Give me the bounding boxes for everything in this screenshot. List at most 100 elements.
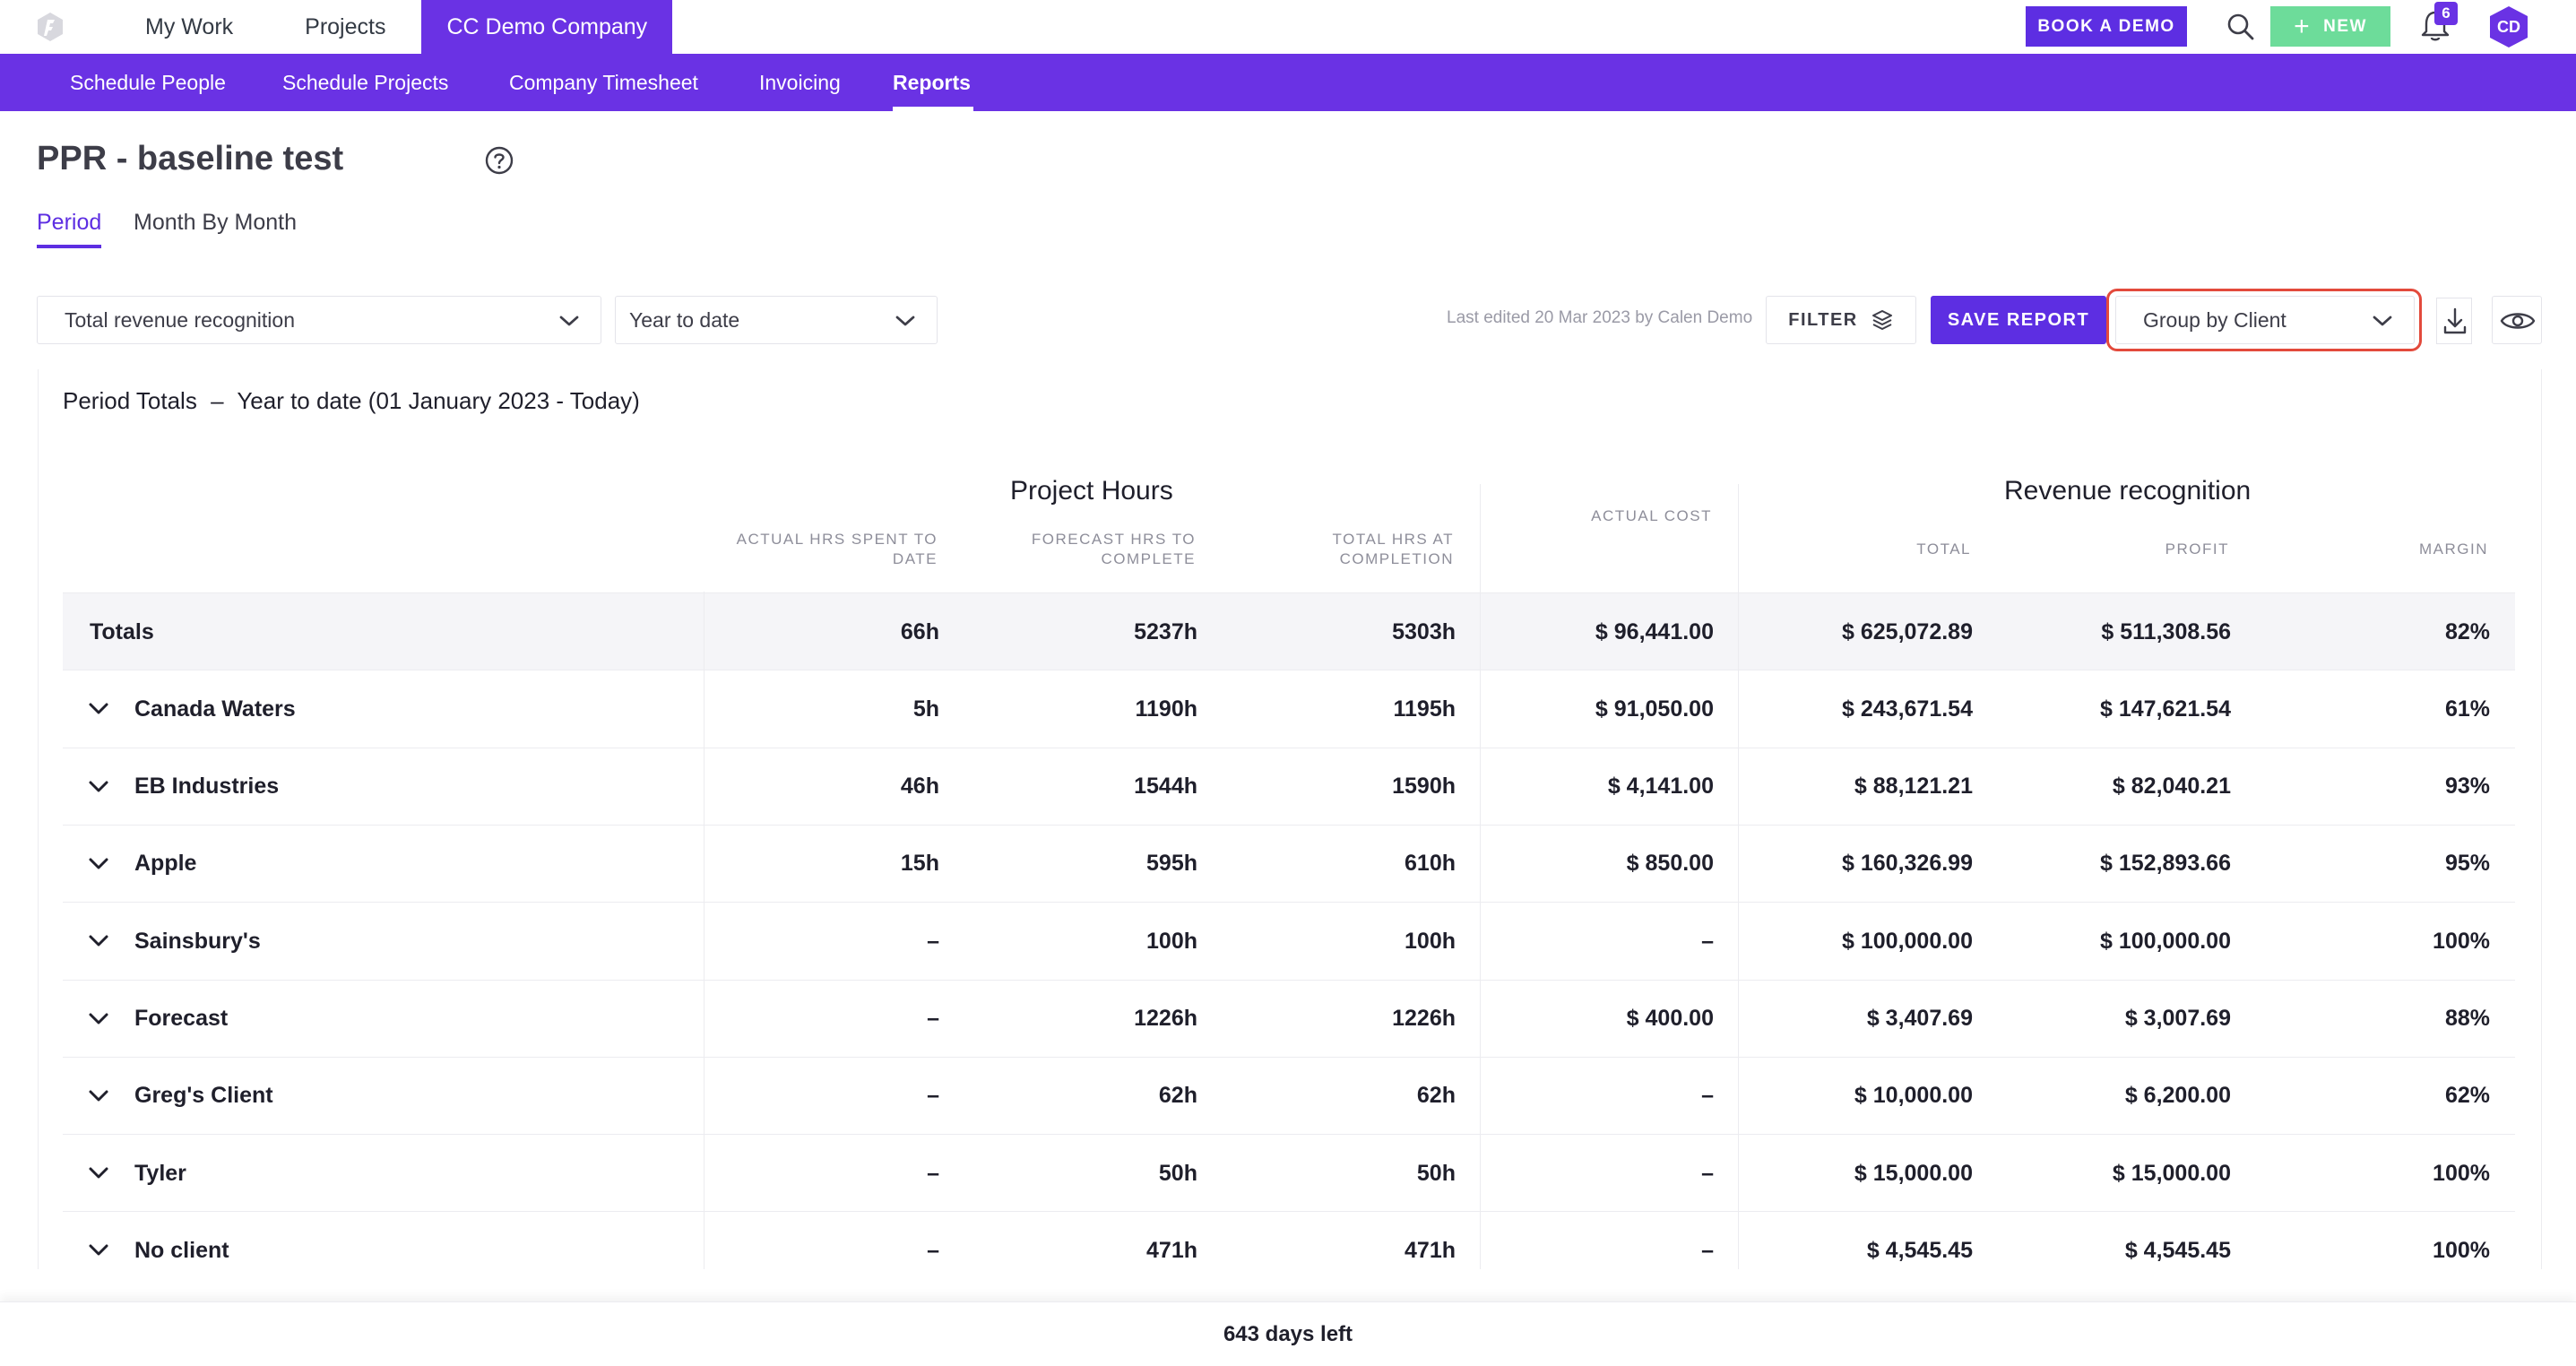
cell-actual: 5h [912, 696, 939, 722]
row-name: EB Industries [134, 774, 280, 800]
cell-actual: – [927, 1006, 939, 1031]
col-header-total-hrs[interactable]: TOTAL HRS AT COMPLETION [1333, 530, 1454, 569]
cell-cost: – [1701, 1160, 1714, 1186]
cell-total: $ 100,000.00 [1842, 928, 1973, 954]
sub-nav: Schedule People Schedule Projects Compan… [0, 54, 2576, 111]
forecast-logo-icon[interactable] [34, 11, 66, 43]
nav-company[interactable]: CC Demo Company [421, 0, 673, 54]
cell-total-hrs: 5303h [1392, 618, 1456, 644]
filter-button[interactable]: FILTER [1766, 296, 1916, 344]
download-button[interactable] [2436, 298, 2472, 344]
col-header-actual-hrs[interactable]: ACTUAL HRS SPENT TO DATE [737, 530, 938, 569]
cell-total: $ 15,000.00 [1854, 1160, 1973, 1186]
cell-profit: $ 3,007.69 [2124, 1006, 2231, 1031]
cell-forecast: 1544h [1134, 774, 1197, 800]
subnav-schedule-people[interactable]: Schedule People [70, 70, 226, 94]
table-row[interactable]: Canada Waters 5h 1190h 1195h $ 91,050.00 $ 24… [63, 670, 2515, 747]
avatar[interactable]: CD [2488, 5, 2529, 48]
cell-forecast: 5237h [1134, 618, 1197, 644]
col-header-actual-hrs-line2: DATE [892, 550, 938, 567]
cell-total: $ 88,121.21 [1854, 774, 1973, 800]
group-header-revenue: Revenue recognition [2004, 476, 2252, 506]
cell-profit: $ 6,200.00 [2124, 1083, 2231, 1109]
col-header-profit[interactable]: PROFIT [2165, 540, 2229, 558]
cell-total: $ 243,671.54 [1842, 696, 1973, 722]
table-row[interactable]: EB Industries 46h 1544h 1590h $ 4,141.00 $ 88… [63, 747, 2515, 825]
table-row[interactable]: No client – 471h 471h – $ 4,545.45 $ 4,545.45 1… [63, 1211, 2515, 1288]
cell-forecast: 1190h [1135, 696, 1197, 722]
cell-forecast: 595h [1146, 851, 1197, 877]
col-header-actual-cost[interactable]: ACTUAL COST [1591, 507, 1712, 524]
cell-margin: 100% [2433, 1160, 2490, 1186]
period-select-value: Year to date [629, 307, 740, 332]
tab-active-underline [37, 245, 101, 248]
chevron-down-icon[interactable] [86, 697, 111, 721]
chevron-down-icon[interactable] [86, 1239, 111, 1262]
row-name: Greg's Client [134, 1083, 273, 1109]
cell-margin: 95% [2444, 851, 2490, 877]
chevron-down-icon[interactable] [86, 1007, 111, 1031]
cell-total: $ 3,407.69 [1866, 1006, 1973, 1031]
group-by-select[interactable]: Group by Client [2115, 296, 2415, 344]
chevron-down-icon[interactable] [86, 1162, 111, 1185]
cell-actual: 66h [900, 618, 939, 644]
trial-footer: 643 days left [0, 1301, 2576, 1366]
cell-profit: $ 15,000.00 [2112, 1160, 2231, 1186]
subnav-schedule-projects[interactable]: Schedule Projects [282, 70, 449, 94]
cell-margin: 82% [2444, 618, 2490, 644]
col-header-total[interactable]: TOTAL [1916, 540, 1971, 558]
layers-icon [1871, 310, 1892, 330]
metric-select[interactable]: Total revenue recognition [37, 296, 601, 344]
help-icon[interactable] [484, 145, 514, 176]
nav-projects[interactable]: Projects [305, 13, 386, 39]
subnav-reports[interactable]: Reports [893, 70, 971, 94]
row-name: Sainsbury's [134, 928, 261, 954]
search-icon[interactable] [2225, 11, 2257, 43]
col-header-total-hrs-line2: COMPLETION [1339, 550, 1454, 567]
table-row[interactable]: Apple 15h 595h 610h $ 850.00 $ 160,326.99 $ 15… [63, 824, 2515, 902]
period-dash: – [211, 387, 224, 414]
cell-profit: $ 82,040.21 [2112, 774, 2231, 800]
cell-actual: 46h [900, 774, 939, 800]
chevron-down-icon[interactable] [86, 852, 111, 876]
cell-margin: 100% [2433, 928, 2490, 954]
chevron-down-icon [2373, 316, 2392, 326]
table-row[interactable]: Forecast – 1226h 1226h $ 400.00 $ 3,407.69 $ 3… [63, 979, 2515, 1057]
book-demo-button[interactable]: BOOK A DEMO [2026, 6, 2187, 47]
col-header-forecast-hrs[interactable]: FORECAST HRS TO COMPLETE [1032, 530, 1196, 569]
group-header-project-hours: Project Hours [1010, 476, 1173, 506]
save-report-button[interactable]: SAVE REPORT [1931, 296, 2106, 344]
period-title: Period Totals – Year to date (01 January… [63, 387, 640, 415]
column-divider [704, 592, 705, 1269]
row-name: Forecast [134, 1006, 229, 1031]
tab-period[interactable]: Period [37, 210, 102, 235]
chevron-down-icon[interactable] [86, 929, 111, 953]
new-button[interactable]: + NEW [2270, 6, 2390, 47]
cell-total-hrs: 471h [1405, 1237, 1456, 1263]
cell-actual: – [927, 1160, 939, 1186]
visibility-button[interactable] [2492, 296, 2542, 344]
cell-cost: $ 91,050.00 [1595, 696, 1714, 722]
table-row[interactable]: Sainsbury's – 100h 100h – $ 100,000.00 $ 100,0… [63, 902, 2515, 979]
avatar-initials: CD [2497, 17, 2520, 36]
table-row[interactable]: Tyler – 50h 50h – $ 15,000.00 $ 15,000.00 100% [63, 1134, 2515, 1211]
chevron-down-icon [559, 316, 579, 326]
row-name: Totals [90, 618, 154, 644]
subnav-company-timesheet[interactable]: Company Timesheet [509, 70, 698, 94]
notification-badge[interactable]: 6 [2434, 2, 2458, 25]
filter-button-label: FILTER [1788, 309, 1858, 330]
table-row[interactable]: Greg's Client – 62h 62h – $ 10,000.00 $ 6,200.… [63, 1056, 2515, 1134]
chevron-down-icon[interactable] [86, 1085, 111, 1108]
chevron-down-icon[interactable] [86, 775, 111, 799]
subnav-invoicing[interactable]: Invoicing [759, 70, 841, 94]
cell-cost: $ 4,141.00 [1607, 774, 1714, 800]
col-header-margin[interactable]: MARGIN [2419, 540, 2488, 558]
row-name: No client [134, 1237, 229, 1263]
period-select[interactable]: Year to date [615, 296, 938, 344]
download-icon [2443, 307, 2467, 334]
cell-forecast: 50h [1158, 1160, 1197, 1186]
nav-my-work[interactable]: My Work [145, 13, 234, 39]
cell-cost: – [1701, 928, 1714, 954]
chevron-down-icon [895, 316, 915, 326]
tab-month-by-month[interactable]: Month By Month [134, 210, 298, 235]
